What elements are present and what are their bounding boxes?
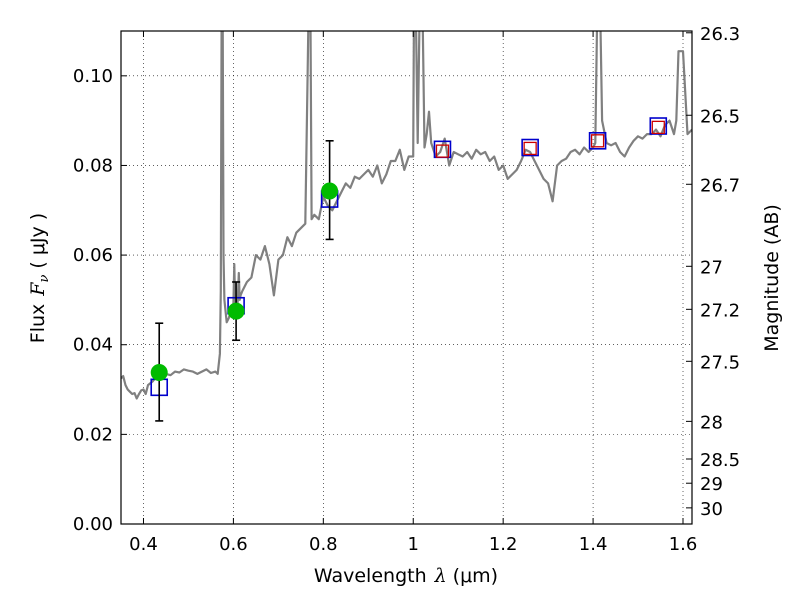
y2-tick-label: 28 bbox=[700, 412, 723, 433]
axes: 0.4 0.6 0.8 1 1.2 1.4 1.6 0.00 0.02 0.04 0.06 0.08 0… bbox=[73, 24, 740, 555]
y2-tick-label: 28.5 bbox=[700, 450, 740, 471]
x-tick-label: 0.8 bbox=[309, 534, 338, 555]
x-axis-label: Wavelength λ (μm) bbox=[314, 565, 498, 587]
model-spectrum-line bbox=[121, 31, 692, 400]
x-tick-label: 1.2 bbox=[489, 534, 518, 555]
plot-frame bbox=[120, 30, 693, 525]
observed-flux-point bbox=[150, 364, 168, 382]
y2-tick-label: 27.5 bbox=[700, 352, 740, 373]
x-tick-label: 1.6 bbox=[669, 534, 698, 555]
model-band-square bbox=[588, 132, 607, 150]
y-tick-label: 0.00 bbox=[73, 514, 113, 535]
grid bbox=[121, 31, 692, 525]
predicted-flux-square bbox=[590, 134, 605, 148]
model-band-square bbox=[521, 138, 539, 157]
plot-area bbox=[121, 31, 692, 422]
y2-tick-label: 29 bbox=[700, 474, 723, 495]
y2-tick-label: 26.3 bbox=[700, 24, 740, 45]
y-tick-label: 0.04 bbox=[73, 335, 113, 356]
y-tick-label: 0.10 bbox=[73, 66, 113, 87]
observed-flux-point bbox=[227, 302, 245, 320]
x-tick-label: 1 bbox=[408, 534, 419, 555]
y2-tick-label: 27.2 bbox=[700, 300, 740, 321]
observed-flux-point bbox=[321, 182, 339, 200]
predicted-flux-square bbox=[651, 120, 665, 135]
y-tick-label: 0.02 bbox=[73, 424, 113, 445]
y-axis-label: FluxFν( μJy ) bbox=[27, 213, 52, 343]
y2-tick-label: 26.5 bbox=[700, 106, 740, 127]
y-tick-label: 0.06 bbox=[73, 245, 113, 266]
model-band-square bbox=[649, 117, 668, 135]
x-tick-label: 1.4 bbox=[579, 534, 608, 555]
predicted-flux-square bbox=[435, 144, 450, 158]
y2-axis-label: Magnitude (AB) bbox=[761, 204, 783, 352]
x-tick-label: 0.6 bbox=[219, 534, 248, 555]
predicted-flux-square bbox=[523, 141, 537, 156]
y2-tick-label: 26.7 bbox=[700, 175, 740, 196]
y-tick-label: 0.08 bbox=[73, 155, 113, 176]
y2-tick-label: 27 bbox=[700, 257, 723, 278]
x-tick-label: 0.4 bbox=[129, 534, 158, 555]
y2-tick-label: 30 bbox=[700, 499, 723, 520]
